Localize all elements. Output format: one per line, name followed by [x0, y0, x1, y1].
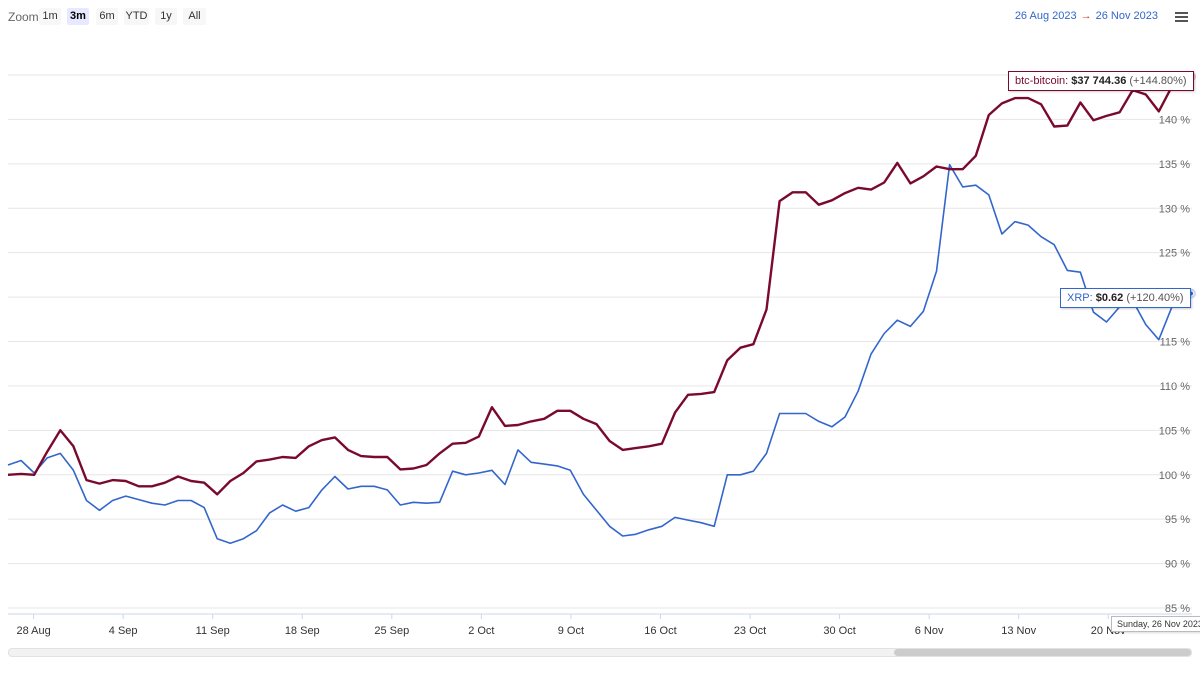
zoom-1y-button[interactable]: 1y — [155, 8, 177, 25]
btc-series-line[interactable] — [7, 75, 1186, 496]
range-from-date[interactable]: 26 Aug 2023 — [1014, 10, 1077, 22]
y-tick-label: 115 % — [1160, 337, 1191, 349]
scrollbar-thumb[interactable] — [894, 649, 1191, 656]
x-tick-label: 18 Sep — [285, 625, 320, 637]
zoom-6m-button[interactable]: 6m — [96, 8, 118, 25]
y-tick-label: 90 % — [1165, 559, 1190, 571]
x-tick-label: 13 Nov — [1001, 625, 1036, 637]
range-arrow-icon: → — [1080, 10, 1092, 22]
btc-tooltip-price: $37 744.36 — [1071, 75, 1127, 87]
y-tick-label: 100 % — [1159, 470, 1190, 482]
y-tick-label: 140 % — [1159, 114, 1190, 126]
hamburger-menu-icon[interactable] — [1175, 12, 1188, 23]
date-range-display: 26 Aug 2023 → 26 Nov 2023 — [1015, 10, 1158, 22]
crosshair-date-flag: Sunday, 26 Nov 2023 — [1111, 616, 1200, 632]
x-tick-label: 25 Sep — [374, 625, 409, 637]
zoom-3m-button[interactable]: 3m — [67, 8, 89, 25]
range-to-date[interactable]: 26 Nov 2023 — [1095, 10, 1158, 22]
navigator-scrollbar[interactable] — [8, 648, 1192, 657]
x-tick-label: 9 Oct — [558, 625, 584, 637]
x-axis-labels: 28 Aug 4 Sep 11 Sep 18 Sep 25 Sep 2 Oct 9 Oct 1… — [16, 614, 1126, 637]
range-selector-toolbar: Zoom 1m 3m 6m YTD 1y All 26 Aug 2023 → 26 … — [0, 0, 1200, 34]
xrp-tooltip-change: (+120.40%) — [1126, 292, 1184, 304]
x-tick-label: 2 Oct — [468, 625, 494, 637]
zoom-ytd-button[interactable]: YTD — [124, 8, 149, 25]
x-tick-label: 28 Aug — [16, 625, 50, 637]
zoom-1m-button[interactable]: 1m — [39, 8, 61, 25]
y-tick-label: 105 % — [1159, 425, 1190, 437]
btc-tooltip: btc-bitcoin: $37 744.36 (+144.80%) — [1008, 71, 1194, 91]
x-tick-label: 30 Oct — [823, 625, 855, 637]
x-tick-label: 23 Oct — [734, 625, 766, 637]
grid-lines — [8, 74, 1192, 609]
y-tick-label: 110 % — [1160, 381, 1191, 393]
y-tick-label: 85 % — [1165, 603, 1190, 615]
x-tick-label: 11 Sep — [196, 625, 230, 637]
zoom-all-button[interactable]: All — [183, 8, 206, 25]
y-tick-label: 125 % — [1159, 248, 1190, 260]
btc-tooltip-change: (+144.80%) — [1129, 75, 1187, 87]
y-axis-labels: 85 %90 %95 %100 %105 %110 %115 %120 %125… — [1159, 70, 1190, 615]
x-tick-label: 16 Oct — [644, 625, 676, 637]
xrp-series-line[interactable] — [7, 163, 1186, 545]
btc-tooltip-name: btc-bitcoin — [1015, 75, 1066, 87]
x-tick-label: 6 Nov — [915, 625, 944, 637]
y-tick-label: 95 % — [1165, 514, 1190, 526]
xrp-tooltip-price: $0.62 — [1095, 292, 1124, 304]
xrp-tooltip-name: XRP — [1067, 292, 1090, 304]
y-tick-label: 135 % — [1159, 159, 1190, 171]
series-lines — [7, 71, 1196, 545]
y-tick-label: 130 % — [1159, 203, 1190, 215]
zoom-label: Zoom — [8, 10, 39, 24]
x-tick-label: 4 Sep — [109, 625, 138, 637]
xrp-tooltip: XRP: $0.62 (+120.40%) — [1060, 288, 1191, 308]
